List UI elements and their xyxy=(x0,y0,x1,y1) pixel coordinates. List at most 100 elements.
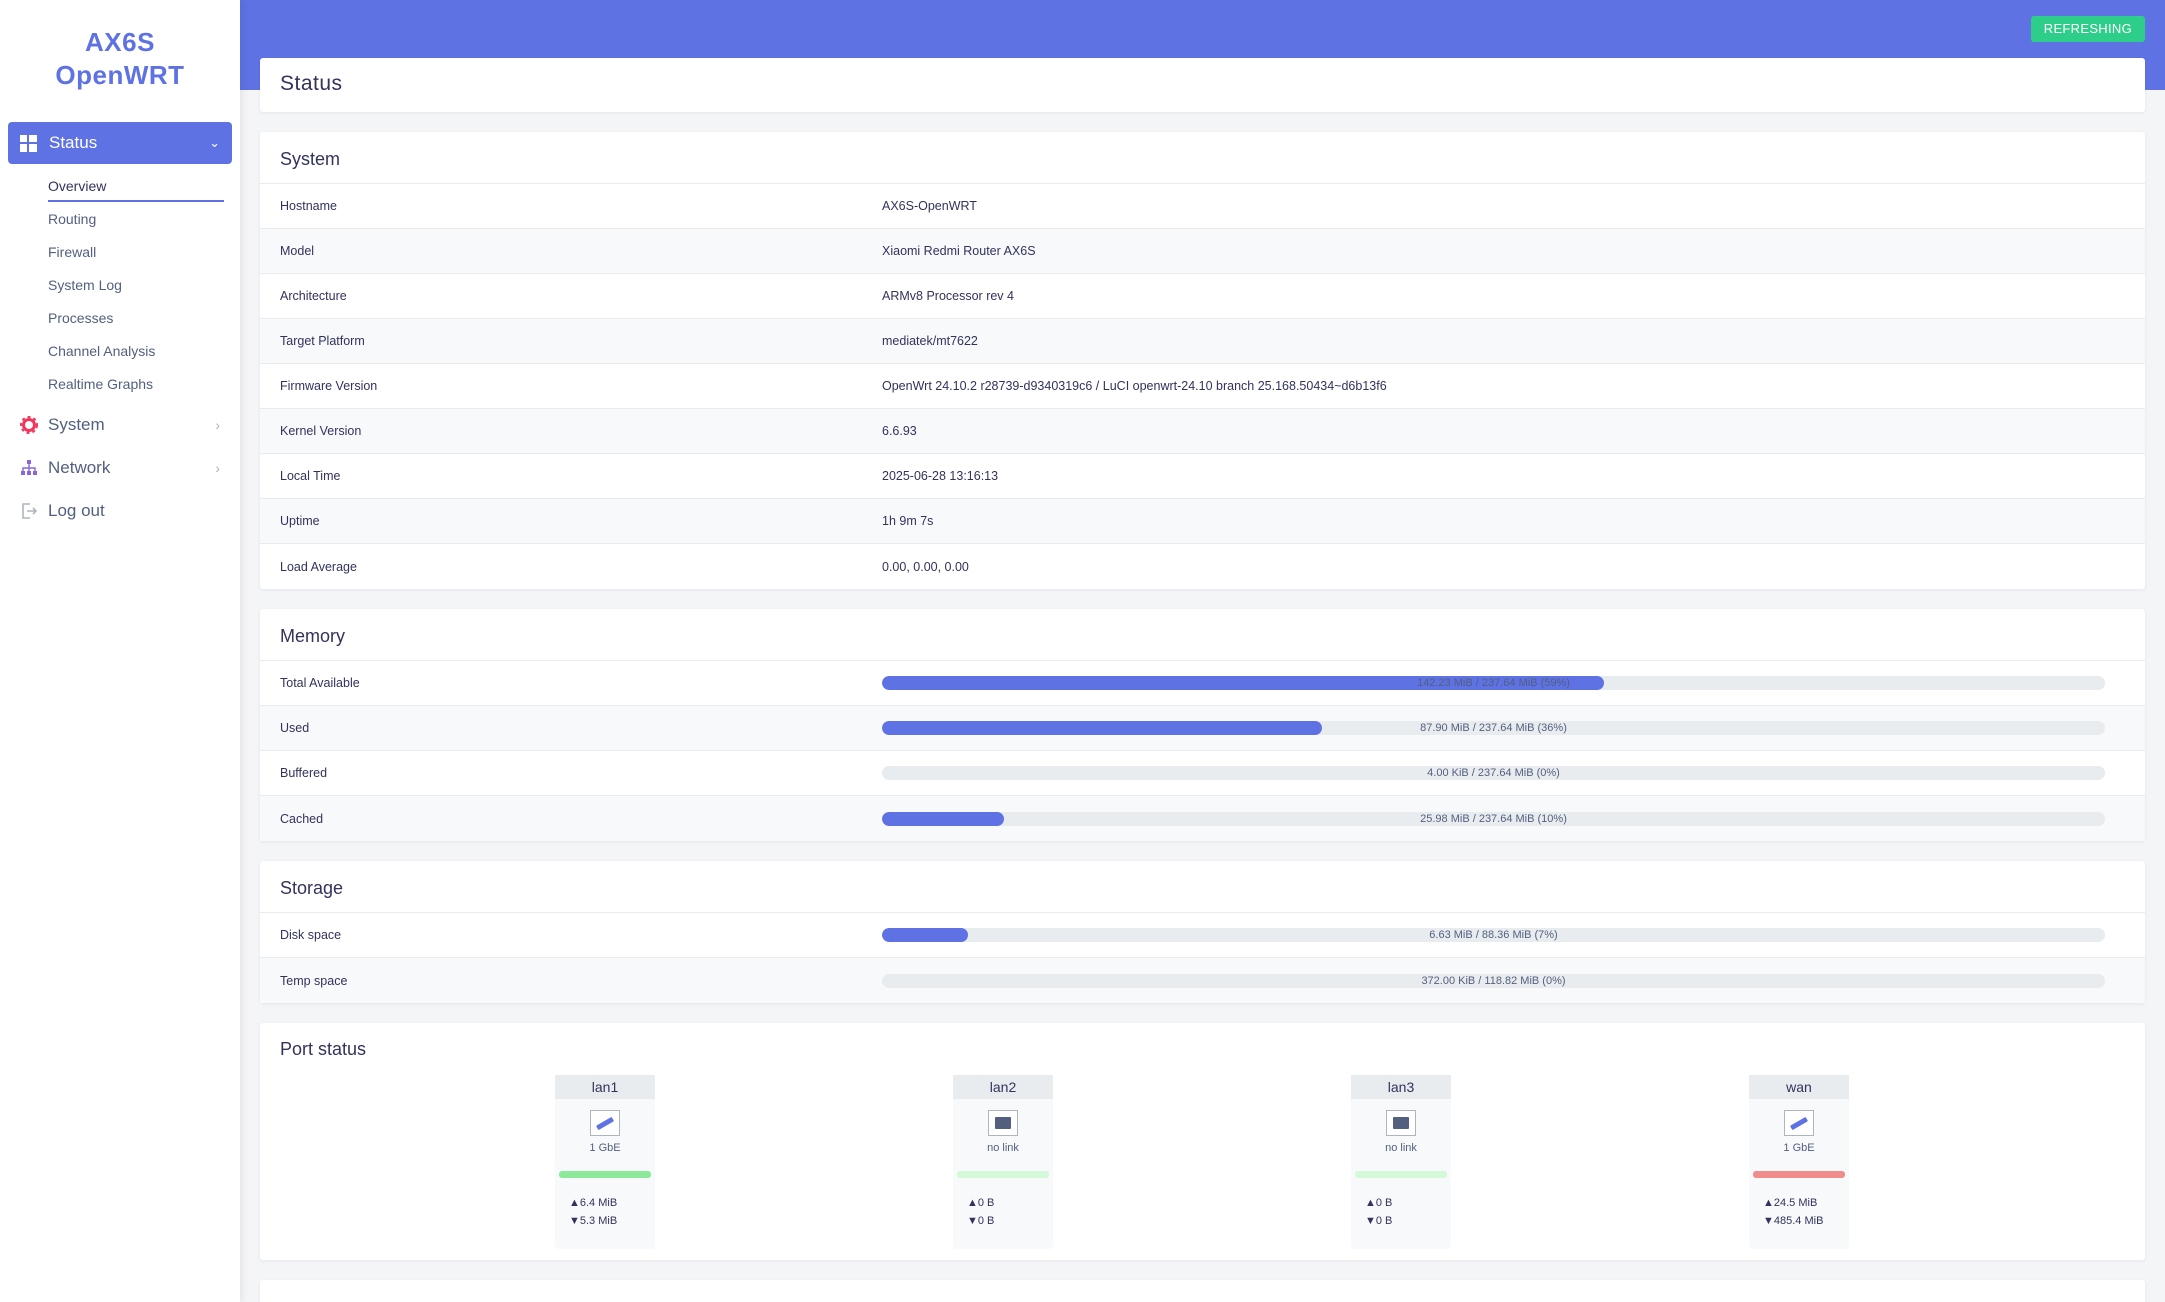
row-key: Kernel Version xyxy=(280,424,362,438)
logout-icon xyxy=(20,502,38,520)
submenu-processes[interactable]: Processes xyxy=(48,310,114,326)
port-tx: ▲0 B xyxy=(967,1197,995,1209)
network-icon xyxy=(20,459,38,477)
row-value: OpenWrt 24.10.2 r28739-d9340319c6 / LuCI… xyxy=(882,379,1387,393)
chevron-down-icon: ⌄ xyxy=(209,135,220,150)
submenu-channel-analysis[interactable]: Channel Analysis xyxy=(48,343,156,359)
row-key: Buffered xyxy=(280,766,328,780)
progress-fill xyxy=(882,928,968,942)
progress-label: 6.63 MiB / 88.36 MiB (7%) xyxy=(1429,929,1558,941)
row-value: 1h 9m 7s xyxy=(882,514,934,528)
sidebar-item-label: Status xyxy=(49,133,98,152)
row-key: Temp space xyxy=(280,973,348,988)
main-content: Status System Hostname AX6S-OpenWRT Model… xyxy=(260,58,2145,1302)
port-rx: ▼0 B xyxy=(1365,1215,1393,1227)
table-row: Buffered 4.00 KiB / 237.64 MiB (0%) xyxy=(260,751,2145,796)
table-row: Disk space 6.63 MiB / 88.36 MiB (7%) xyxy=(260,913,2145,958)
ethernet-port-icon xyxy=(1784,1110,1814,1136)
system-table: Hostname AX6S-OpenWRT Model Xiaomi Redmi R… xyxy=(260,184,2145,589)
table-row: Hostname AX6S-OpenWRT xyxy=(260,184,2145,229)
port-name: lan1 xyxy=(555,1075,655,1099)
row-key: Cached xyxy=(280,811,324,826)
table-row: Load Average 0.00, 0.00, 0.00 xyxy=(260,544,2145,589)
progress-label: 4.00 KiB / 237.64 MiB (0%) xyxy=(1427,767,1560,779)
table-row: Firmware Version OpenWrt 24.10.2 r28739-d… xyxy=(260,364,2145,409)
page-title: Status xyxy=(260,58,2145,112)
submenu-overview[interactable]: Overview xyxy=(48,172,224,202)
submenu-routing[interactable]: Routing xyxy=(48,211,97,227)
sidebar-item-system[interactable]: System › xyxy=(0,403,240,446)
port-wan: wan 1 GbE ▲24.5 MiB ▼485.4 MiB xyxy=(1749,1075,1849,1249)
refresh-indicator-button[interactable]: REFRESHING xyxy=(2030,16,2145,42)
submenu-system-log[interactable]: System Log xyxy=(48,277,122,293)
row-key: Load Average xyxy=(280,559,357,574)
port-name: lan2 xyxy=(953,1075,1053,1099)
ethernet-port-icon xyxy=(1386,1110,1416,1136)
storage-card: Storage Disk space 6.63 MiB / 88.36 MiB (… xyxy=(260,861,2145,1003)
progress-bar: 6.63 MiB / 88.36 MiB (7%) xyxy=(882,928,2105,942)
sidebar: AX6S OpenWRT Status ⌄ Overview Routing F… xyxy=(0,0,240,1302)
port-tx: ▲6.4 MiB xyxy=(569,1197,618,1209)
gear-icon xyxy=(20,415,38,434)
link-status-bar xyxy=(559,1171,651,1178)
table-row: Total Available 142.23 MiB / 237.64 MiB (… xyxy=(260,661,2145,706)
port-speed: no link xyxy=(987,1142,1019,1154)
row-key: Firmware Version xyxy=(280,379,378,393)
ethernet-port-icon xyxy=(988,1110,1018,1136)
storage-table: Disk space 6.63 MiB / 88.36 MiB (7%) Temp… xyxy=(260,913,2145,1003)
row-value: ARMv8 Processor rev 4 xyxy=(882,289,1014,303)
brand-line-1: AX6S xyxy=(85,27,155,57)
row-key: Disk space xyxy=(280,928,342,942)
row-value: mediatek/mt7622 xyxy=(882,334,978,348)
progress-fill xyxy=(882,676,1604,690)
table-row: Uptime 1h 9m 7s xyxy=(260,499,2145,544)
port-name: lan3 xyxy=(1351,1075,1451,1099)
row-key: Total Available xyxy=(280,676,360,690)
progress-fill xyxy=(882,721,1323,735)
row-key: Uptime xyxy=(280,514,320,528)
progress-bar: 25.98 MiB / 237.64 MiB (10%) xyxy=(882,811,2105,826)
chevron-right-icon: › xyxy=(215,416,220,433)
link-status-bar xyxy=(957,1171,1049,1178)
section-title: Storage xyxy=(260,861,2145,913)
ethernet-port-icon xyxy=(590,1110,620,1136)
section-title: Port status xyxy=(280,1039,367,1059)
dashboard-icon xyxy=(20,134,37,152)
row-key: Used xyxy=(280,721,310,735)
row-key: Local Time xyxy=(280,469,341,483)
brand-logo[interactable]: AX6S OpenWRT xyxy=(0,0,240,120)
port-rx: ▼0 B xyxy=(967,1215,995,1227)
table-row: Target Platform mediatek/mt7622 xyxy=(260,319,2145,364)
brand-line-2: OpenWRT xyxy=(55,60,185,90)
progress-label: 25.98 MiB / 237.64 MiB (10%) xyxy=(1420,812,1567,825)
table-row: Cached 25.98 MiB / 237.64 MiB (10%) xyxy=(260,796,2145,841)
table-row: Architecture ARMv8 Processor rev 4 xyxy=(260,274,2145,319)
row-key: Architecture xyxy=(280,289,347,303)
table-row: Temp space 372.00 KiB / 118.82 MiB (0%) xyxy=(260,958,2145,1003)
row-key: Hostname xyxy=(280,199,337,213)
table-row: Used 87.90 MiB / 237.64 MiB (36%) xyxy=(260,706,2145,751)
chevron-right-icon: › xyxy=(215,459,220,476)
section-title: System xyxy=(260,132,2145,184)
port-lan3: lan3 no link ▲0 B ▼0 B xyxy=(1351,1075,1451,1249)
sidebar-item-network[interactable]: Network › xyxy=(0,446,240,489)
sidebar-item-logout[interactable]: Log out xyxy=(0,489,240,532)
port-speed: 1 GbE xyxy=(1783,1142,1815,1154)
link-status-bar xyxy=(1355,1171,1447,1178)
table-row: Model Xiaomi Redmi Router AX6S xyxy=(260,229,2145,274)
progress-bar: 87.90 MiB / 237.64 MiB (36%) xyxy=(882,721,2105,735)
submenu-firewall[interactable]: Firewall xyxy=(48,244,97,260)
status-submenu: Overview Routing Firewall System Log Pro… xyxy=(0,172,240,403)
row-key: Target Platform xyxy=(280,334,365,348)
row-value: AX6S-OpenWRT xyxy=(882,199,977,213)
submenu-realtime-graphs[interactable]: Realtime Graphs xyxy=(48,376,154,392)
port-lan1: lan1 1 GbE ▲6.4 MiB ▼5.3 MiB xyxy=(555,1075,655,1249)
progress-bar: 4.00 KiB / 237.64 MiB (0%) xyxy=(882,766,2105,780)
progress-label: 87.90 MiB / 237.64 MiB (36%) xyxy=(1420,722,1567,734)
system-card: System Hostname AX6S-OpenWRT Model Xiaomi … xyxy=(260,132,2145,589)
link-status-bar xyxy=(1753,1171,1845,1178)
port-rx: ▼485.4 MiB xyxy=(1763,1215,1824,1227)
row-value: Xiaomi Redmi Router AX6S xyxy=(882,244,1036,258)
sidebar-item-status[interactable]: Status ⌄ xyxy=(8,122,232,164)
table-row: Kernel Version 6.6.93 xyxy=(260,409,2145,454)
